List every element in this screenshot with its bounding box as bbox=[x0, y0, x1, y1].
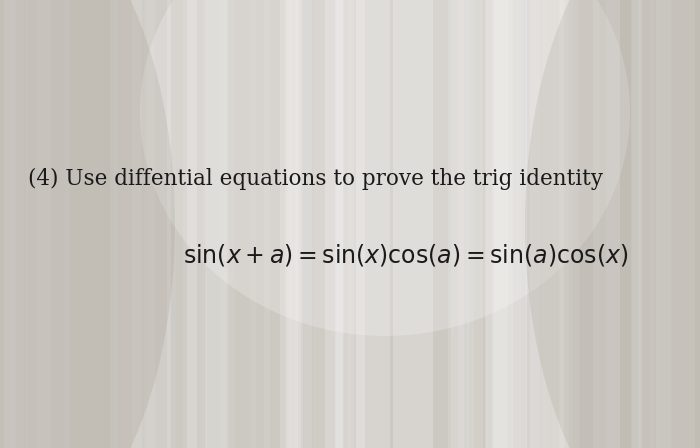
FancyBboxPatch shape bbox=[494, 0, 513, 448]
FancyBboxPatch shape bbox=[264, 0, 270, 448]
FancyBboxPatch shape bbox=[492, 0, 527, 448]
FancyBboxPatch shape bbox=[187, 0, 197, 448]
FancyBboxPatch shape bbox=[485, 0, 522, 448]
FancyBboxPatch shape bbox=[486, 0, 527, 448]
FancyBboxPatch shape bbox=[593, 0, 620, 448]
Ellipse shape bbox=[0, 0, 175, 448]
FancyBboxPatch shape bbox=[250, 0, 256, 448]
FancyBboxPatch shape bbox=[288, 0, 292, 448]
Ellipse shape bbox=[525, 0, 700, 448]
FancyBboxPatch shape bbox=[0, 0, 15, 448]
FancyBboxPatch shape bbox=[288, 0, 298, 448]
FancyBboxPatch shape bbox=[4, 0, 28, 448]
FancyBboxPatch shape bbox=[27, 0, 51, 448]
FancyBboxPatch shape bbox=[452, 0, 469, 448]
FancyBboxPatch shape bbox=[631, 0, 643, 448]
FancyBboxPatch shape bbox=[167, 0, 171, 448]
FancyBboxPatch shape bbox=[531, 0, 546, 448]
FancyBboxPatch shape bbox=[468, 0, 474, 448]
FancyBboxPatch shape bbox=[650, 0, 654, 448]
FancyBboxPatch shape bbox=[203, 0, 230, 448]
FancyBboxPatch shape bbox=[113, 0, 118, 448]
FancyBboxPatch shape bbox=[220, 0, 235, 448]
FancyBboxPatch shape bbox=[336, 0, 344, 448]
Text: $\sin(x + a) = \sin(x)\cos(a) = \sin(a)\cos(x)$: $\sin(x + a) = \sin(x)\cos(a) = \sin(a)\… bbox=[183, 242, 629, 268]
FancyBboxPatch shape bbox=[638, 0, 659, 448]
Text: (4) Use diffential equations to prove the trig identity: (4) Use diffential equations to prove th… bbox=[28, 168, 603, 190]
FancyBboxPatch shape bbox=[458, 0, 464, 448]
FancyBboxPatch shape bbox=[559, 0, 579, 448]
FancyBboxPatch shape bbox=[631, 0, 642, 448]
FancyBboxPatch shape bbox=[606, 0, 620, 448]
FancyBboxPatch shape bbox=[448, 0, 483, 448]
FancyBboxPatch shape bbox=[546, 0, 569, 448]
Ellipse shape bbox=[140, 0, 630, 336]
FancyBboxPatch shape bbox=[335, 0, 365, 448]
FancyBboxPatch shape bbox=[511, 0, 540, 448]
FancyBboxPatch shape bbox=[484, 0, 508, 448]
FancyBboxPatch shape bbox=[313, 0, 349, 448]
FancyBboxPatch shape bbox=[655, 0, 695, 448]
FancyBboxPatch shape bbox=[659, 0, 671, 448]
FancyBboxPatch shape bbox=[144, 0, 169, 448]
FancyBboxPatch shape bbox=[348, 0, 354, 448]
FancyBboxPatch shape bbox=[111, 0, 142, 448]
FancyBboxPatch shape bbox=[326, 0, 343, 448]
FancyBboxPatch shape bbox=[206, 0, 227, 448]
FancyBboxPatch shape bbox=[632, 0, 640, 448]
FancyBboxPatch shape bbox=[526, 0, 564, 448]
FancyBboxPatch shape bbox=[183, 0, 204, 448]
FancyBboxPatch shape bbox=[356, 0, 390, 448]
FancyBboxPatch shape bbox=[132, 0, 155, 448]
FancyBboxPatch shape bbox=[280, 0, 301, 448]
FancyBboxPatch shape bbox=[285, 0, 312, 448]
FancyBboxPatch shape bbox=[295, 0, 303, 448]
FancyBboxPatch shape bbox=[393, 0, 433, 448]
FancyBboxPatch shape bbox=[36, 0, 70, 448]
